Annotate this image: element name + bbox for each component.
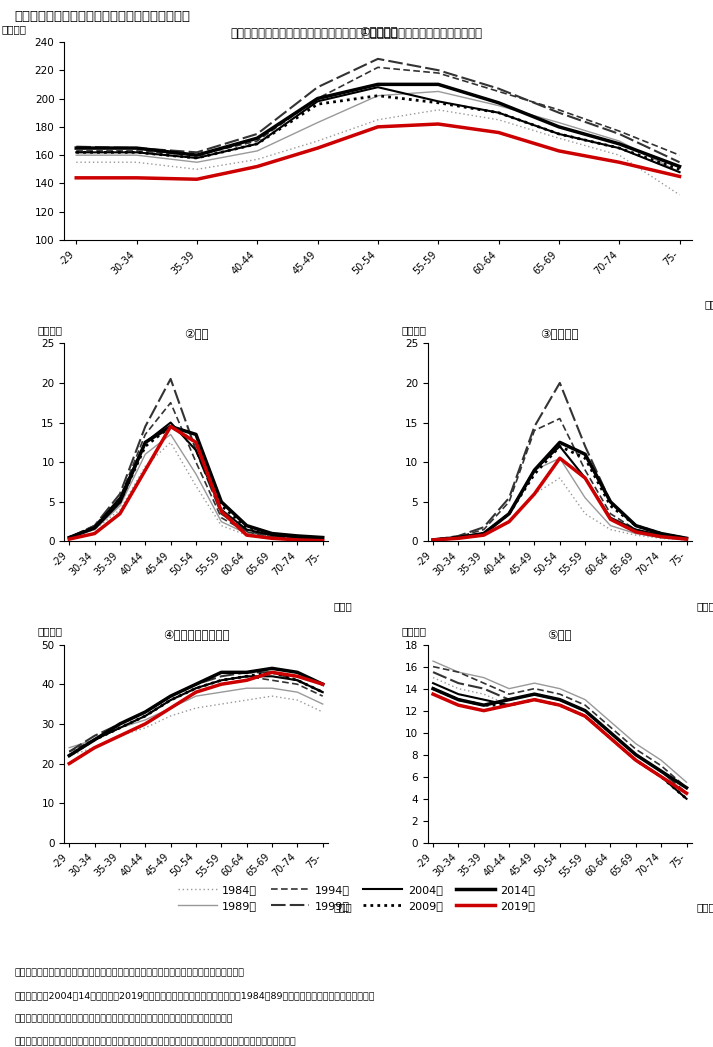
Text: （歳）: （歳） bbox=[697, 903, 713, 912]
Text: （歳）: （歳） bbox=[704, 299, 713, 310]
Text: （千円）: （千円） bbox=[38, 326, 63, 335]
Text: （千円）: （千円） bbox=[1, 24, 26, 34]
Text: ３．消費支出・仕送り金の実質化には、消費者物価指数の「持家の帰属家賃を除く総合」を用いた。: ３．消費支出・仕送り金の実質化には、消費者物価指数の「持家の帰属家賃を除く総合」… bbox=[14, 1038, 296, 1047]
Title: ③仕送り金: ③仕送り金 bbox=[540, 328, 579, 340]
Text: （千円）: （千円） bbox=[401, 627, 426, 637]
Text: （歳）: （歳） bbox=[333, 903, 352, 912]
Text: コラム３－１－３図　年齢階級別の実質等価消費: コラム３－１－３図 年齢階級別の実質等価消費 bbox=[14, 10, 190, 23]
Title: ④食料（外食除く）: ④食料（外食除く） bbox=[163, 629, 230, 642]
Title: ②教育: ②教育 bbox=[184, 328, 208, 340]
Text: （千円）: （千円） bbox=[401, 326, 426, 335]
Text: （歳）: （歳） bbox=[333, 601, 352, 611]
Text: （歳）: （歳） bbox=[697, 601, 713, 611]
Text: 教育等の支出のピークは高年齢化、高齢者の食料支出に大きな変化はみられない: 教育等の支出のピークは高年齢化、高齢者の食料支出に大きな変化はみられない bbox=[230, 27, 483, 40]
Title: ⑤外食: ⑤外食 bbox=[548, 629, 572, 642]
Text: ２．2004～14年の値は、2019年調査の集計方法による遡及集計値。1984・89年の値は、二人以上の世帯の値と、: ２．2004～14年の値は、2019年調査の集計方法による遡及集計値。1984・… bbox=[14, 992, 375, 1001]
Title: ①消費支出: ①消費支出 bbox=[359, 26, 397, 40]
Text: （備考）１．総務省「全国家計構造調査」、「全国消費実態調査」により作成。総世帯。: （備考）１．総務省「全国家計構造調査」、「全国消費実態調査」により作成。総世帯。 bbox=[14, 968, 245, 978]
Text: 調査票を用いて集計した単身世帯の値を世帯数分布を用いて総合した。: 調査票を用いて集計した単身世帯の値を世帯数分布を用いて総合した。 bbox=[14, 1015, 232, 1024]
Legend: 1984年, 1989年, 1994年, 1999年, 2004年, 2009年, 2014年, 2019年: 1984年, 1989年, 1994年, 1999年, 2004年, 2009年… bbox=[178, 885, 535, 911]
Text: （千円）: （千円） bbox=[38, 627, 63, 637]
